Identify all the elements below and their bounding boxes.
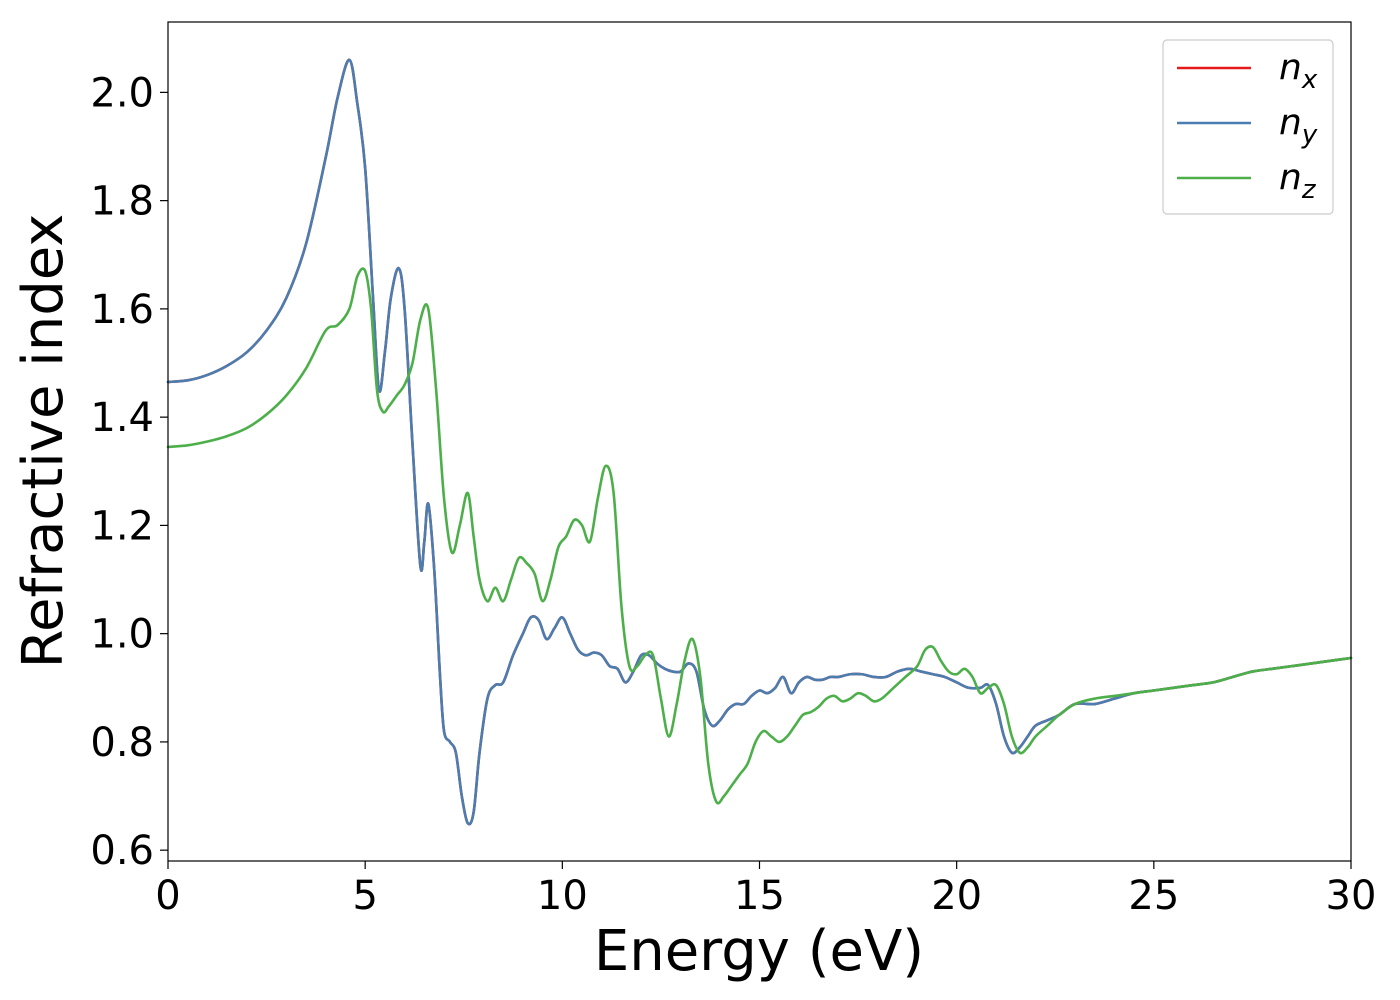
- x-axis-label: Energy (eV): [594, 919, 924, 984]
- y-tick-label: 1.4: [90, 395, 154, 441]
- x-axis-ticks: 0 5 10 15 20 25 30: [155, 861, 1376, 919]
- x-tick-label: 10: [537, 873, 588, 919]
- x-tick-label: 5: [352, 873, 377, 919]
- y-tick-label: 1.8: [90, 179, 154, 225]
- x-tick-label: 20: [931, 873, 982, 919]
- x-tick-label: 25: [1128, 873, 1179, 919]
- y-axis-ticks: 0.6 0.8 1.0 1.2 1.4 1.6 1.8 2.0: [90, 70, 168, 874]
- x-tick-label: 15: [734, 873, 785, 919]
- legend-entries: nx ny nz: [1177, 47, 1318, 205]
- legend: nx ny nz: [1162, 39, 1334, 215]
- series-layer: [166, 58, 1353, 826]
- x-tick-label: 30: [1326, 873, 1377, 919]
- y-tick-label: 1.2: [90, 503, 154, 549]
- y-tick-label: 1.0: [90, 612, 154, 658]
- y-axis-label: Refractive index: [11, 214, 76, 669]
- legend-label-z: nz: [1279, 157, 1317, 205]
- y-tick-label: 1.6: [90, 287, 154, 333]
- legend-label-x: nx: [1279, 47, 1318, 95]
- y-tick-label: 2.0: [90, 70, 154, 116]
- x-tick-label: 0: [155, 873, 180, 919]
- y-tick-label: 0.6: [90, 828, 154, 874]
- legend-box: [1162, 39, 1334, 215]
- legend-label-y: ny: [1279, 102, 1318, 150]
- series-line-y: [166, 58, 1353, 826]
- series-line-z: [166, 267, 1353, 805]
- y-tick-label: 0.8: [90, 720, 154, 766]
